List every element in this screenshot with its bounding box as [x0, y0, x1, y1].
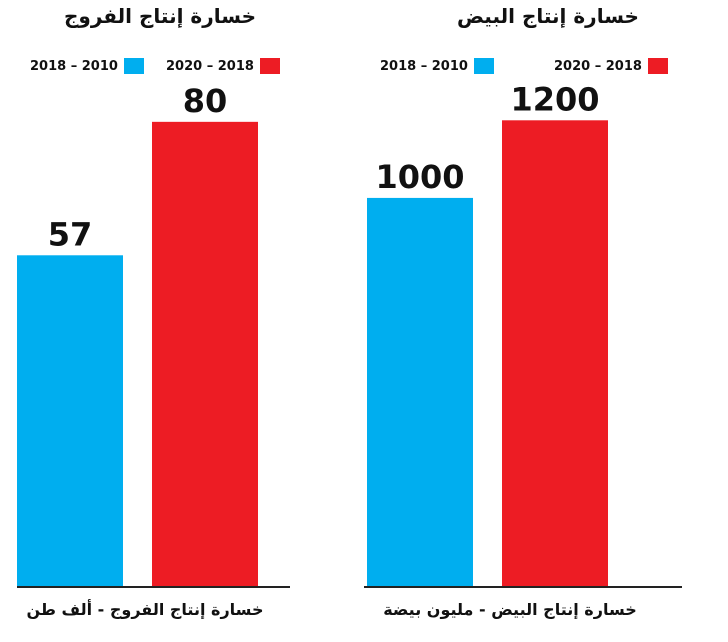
legend-label: 2020 – 2018	[554, 58, 642, 74]
bar-2010-2018	[367, 197, 473, 586]
x-axis-label: خسارة إنتاج الفروج - ألف طن	[26, 600, 264, 619]
legend-item-2010-2018: 2018 – 2010	[380, 58, 494, 74]
legend-item-2018-2020: 2020 – 2018	[166, 58, 280, 74]
chart-title: خسارة إنتاج البيض	[457, 4, 639, 28]
legend-swatch-red	[259, 58, 280, 74]
chart-plot: 1000 1200	[364, 80, 682, 588]
x-axis-label: خسارة إنتاج البيض - مليون بيضة	[383, 600, 637, 619]
data-label-2018-2020: 80	[183, 82, 228, 120]
legend-swatch-red	[647, 58, 668, 74]
chart-chicken: خسارة إنتاج الفروج 2018 – 2010 2020 – 20…	[17, 4, 290, 619]
legend-label: 2020 – 2018	[166, 58, 254, 74]
chart-title: خسارة إنتاج الفروج	[63, 4, 257, 28]
chart-eggs: خسارة إنتاج البيض 2018 – 2010 2020 – 201…	[364, 0, 728, 642]
legend-label: 2018 – 2010	[380, 58, 468, 74]
legend-item-2010-2018: 2018 – 2010	[30, 58, 144, 74]
legend-swatch-blue	[473, 58, 494, 74]
data-label-2010-2018: 1000	[375, 158, 464, 196]
legend-item-2018-2020: 2020 – 2018	[554, 58, 668, 74]
bar-2018-2020	[502, 120, 608, 587]
legend-label: 2018 – 2010	[30, 58, 118, 74]
data-label-2010-2018: 57	[48, 215, 93, 253]
legend-swatch-blue	[123, 58, 144, 74]
data-label-2018-2020: 1200	[510, 80, 599, 118]
bar-2018-2020	[152, 121, 258, 586]
chart-plot: 57 80	[17, 82, 290, 588]
bar-2010-2018	[17, 255, 123, 587]
